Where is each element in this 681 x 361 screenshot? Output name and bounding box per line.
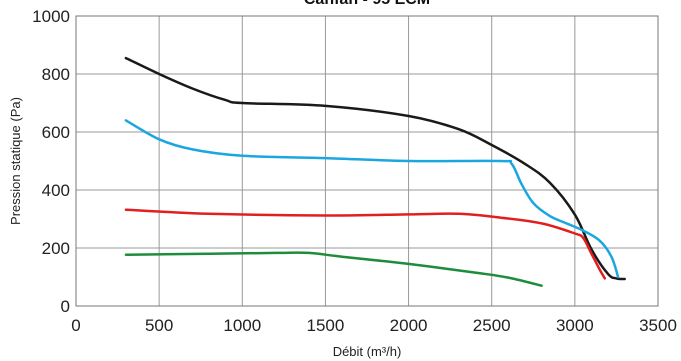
x-tick-label: 1000	[223, 316, 261, 335]
tick-labels: 0 500 1000 1500 2000 2500 3000 3500 0 200 400 600 80…	[32, 7, 677, 335]
x-tick-label: 2000	[390, 316, 428, 335]
x-tick-label: 2500	[473, 316, 511, 335]
y-tick-label: 200	[42, 239, 70, 258]
series-layer	[124, 56, 626, 287]
x-tick-label: 3500	[639, 316, 677, 335]
x-tick-label: 0	[71, 316, 80, 335]
series-line-3	[124, 208, 607, 280]
y-tick-label: 400	[42, 181, 70, 200]
x-axis-title: Débit (m³/h)	[333, 344, 402, 359]
y-axis-title: Pression statique (Pa)	[8, 97, 23, 225]
series-line-1	[124, 56, 626, 281]
y-tick-label: 1000	[32, 7, 70, 26]
y-tick-label: 600	[42, 123, 70, 142]
y-tick-label: 800	[42, 65, 70, 84]
plot-frame	[75, 15, 659, 307]
x-tick-label: 500	[145, 316, 173, 335]
series-line-2	[124, 119, 620, 279]
x-tick-label: 1500	[307, 316, 345, 335]
x-tick-label: 3000	[556, 316, 594, 335]
chart-title: Canfan - 95 ECM	[304, 0, 430, 8]
series-line-4	[124, 251, 543, 287]
y-tick-label: 0	[61, 297, 70, 316]
grid	[76, 16, 658, 306]
